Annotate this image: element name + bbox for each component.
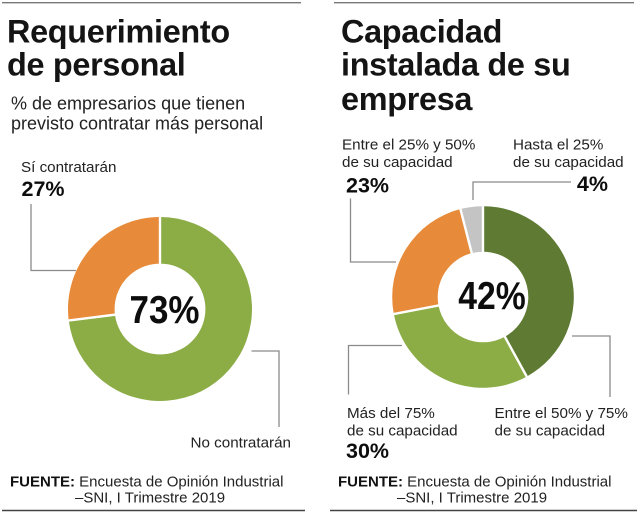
svg-text:empresa: empresa (341, 81, 473, 117)
svg-text:No contratarán: No contratarán (191, 435, 291, 452)
svg-text:de su capacidad: de su capacidad (513, 154, 624, 171)
svg-text:Requerimiento: Requerimiento (7, 14, 230, 50)
svg-text:Entre el 25% y 50%: Entre el 25% y 50% (342, 137, 475, 154)
svg-text:Hasta el 25%: Hasta el 25% (513, 137, 603, 154)
svg-text:Entre el 50% y 75%: Entre el 50% y 75% (495, 405, 628, 422)
svg-text:27%: 27% (22, 177, 65, 201)
svg-text:previsto contratar más persona: previsto contratar más personal (11, 114, 263, 134)
svg-text:FUENTE: Encuesta de Opinión In: FUENTE: Encuesta de Opinión Industrial (10, 474, 283, 491)
svg-text:instalada de su: instalada de su (341, 47, 571, 83)
svg-text:% de empresarios que tienen: % de empresarios que tienen (11, 94, 245, 114)
svg-text:23%: 23% (346, 174, 389, 198)
svg-text:–SNI, I Trimestre 2019: –SNI, I Trimestre 2019 (397, 490, 547, 507)
svg-text:4%: 4% (577, 172, 608, 196)
svg-text:de su capacidad: de su capacidad (342, 154, 453, 171)
svg-text:42%: 42% (458, 275, 526, 318)
svg-text:de su capacidad: de su capacidad (495, 423, 606, 440)
svg-text:Capacidad: Capacidad (341, 14, 502, 50)
svg-text:de personal: de personal (7, 47, 186, 83)
svg-text:30%: 30% (346, 439, 389, 463)
svg-text:–SNI, I Trimestre 2019: –SNI, I Trimestre 2019 (75, 490, 225, 507)
svg-text:de su capacidad: de su capacidad (347, 423, 458, 440)
svg-text:Sí contratarán: Sí contratarán (21, 159, 116, 176)
svg-text:73%: 73% (130, 289, 200, 332)
svg-text:FUENTE: Encuesta de Opinión In: FUENTE: Encuesta de Opinión Industrial (338, 474, 611, 491)
svg-text:Más del 75%: Más del 75% (347, 405, 435, 422)
